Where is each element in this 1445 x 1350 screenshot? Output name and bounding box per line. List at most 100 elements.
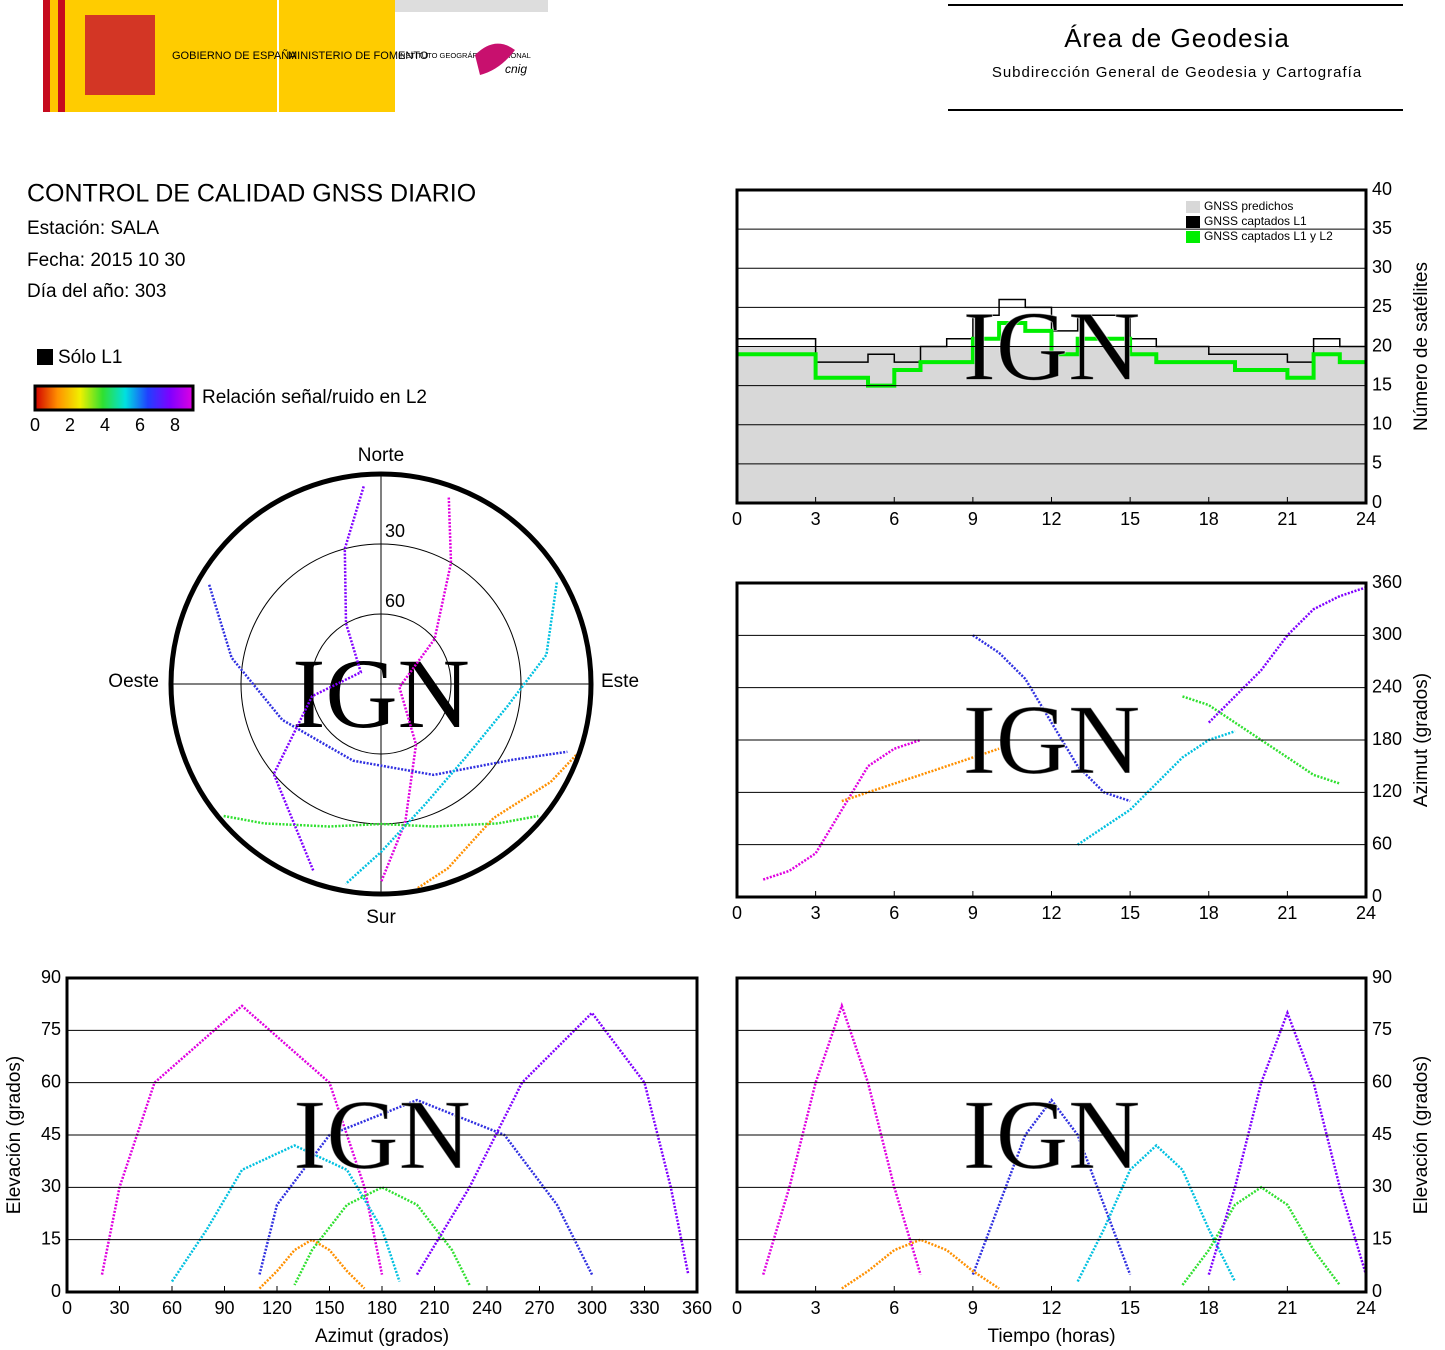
y-axis-label: Azimut (grados): [1411, 673, 1432, 807]
x-tick-label: 3: [811, 509, 821, 529]
watermark: IGN: [293, 1079, 471, 1190]
only-l1-swatch: [37, 349, 53, 365]
y-tick-label: 360: [1372, 572, 1402, 592]
y-tick-label: 0: [1372, 492, 1382, 512]
track: [293, 1185, 471, 1286]
x-tick-label: 30: [109, 1298, 129, 1318]
track: [258, 1098, 594, 1276]
y-tick-label: 90: [1372, 967, 1392, 987]
report-title: CONTROL DE CALIDAD GNSS DIARIO: [27, 180, 476, 208]
sky-track: [344, 582, 559, 885]
horizon: [168, 471, 594, 897]
elevation-label: 60: [385, 591, 405, 611]
plot-frame: [65, 976, 699, 1294]
station: Estación: SALA: [27, 218, 159, 239]
colorbar-tick: 0: [30, 415, 40, 435]
y-tick-label: 10: [1372, 414, 1392, 434]
x-tick-label: 3: [811, 903, 821, 923]
y-axis-label: Número de satélites: [1411, 262, 1432, 431]
y-axis-label: Elevación (grados): [4, 1056, 25, 1214]
step-line: [737, 321, 1366, 388]
x-tick-label: 12: [1041, 903, 1061, 923]
y-tick-label: 60: [1372, 1071, 1392, 1091]
x-tick-label: 120: [262, 1298, 292, 1318]
legend-label: GNSS captados L1: [1204, 214, 1307, 228]
x-tick-label: 21: [1277, 509, 1297, 529]
elevation-ring: [310, 613, 452, 755]
area-subtitle: Subdirección General de Geodesia y Carto…: [992, 64, 1362, 81]
colorbar-label: Relación señal/ruido en L2: [202, 387, 427, 408]
y-tick-label: 0: [51, 1281, 61, 1301]
y-tick-label: 15: [1372, 374, 1392, 394]
y-tick-label: 35: [1372, 218, 1392, 238]
x-tick-label: 24: [1356, 1298, 1376, 1318]
y-tick-label: 120: [1372, 781, 1402, 801]
x-tick-label: 180: [367, 1298, 397, 1318]
x-tick-label: 3: [811, 1298, 821, 1318]
y-tick-label: 45: [41, 1124, 61, 1144]
watermark: IGN: [963, 1079, 1141, 1190]
direction-label: Oeste: [108, 671, 159, 692]
y-axis-label: Elevación (grados): [1411, 1056, 1432, 1214]
track: [971, 1098, 1132, 1276]
y-tick-label: 25: [1372, 296, 1392, 316]
x-tick-label: 360: [682, 1298, 712, 1318]
y-tick-label: 15: [1372, 1228, 1392, 1248]
x-tick-label: 150: [314, 1298, 344, 1318]
step-line: [737, 298, 1366, 363]
y-tick-label: 5: [1372, 453, 1382, 473]
colorbar: [33, 384, 195, 412]
y-tick-label: 30: [1372, 1176, 1392, 1196]
sky-track: [208, 584, 568, 777]
y-tick-label: 15: [41, 1228, 61, 1248]
flag-yellow: [50, 0, 58, 112]
x-tick-label: 18: [1199, 903, 1219, 923]
y-tick-label: 45: [1372, 1124, 1392, 1144]
x-tick-label: 6: [889, 1298, 899, 1318]
direction-label: Norte: [358, 445, 404, 466]
y-tick-label: 0: [1372, 1281, 1382, 1301]
legend-label: GNSS captados L1 y L2: [1204, 229, 1333, 243]
x-tick-label: 12: [1041, 509, 1061, 529]
plot-frame: [735, 976, 1368, 1294]
y-tick-label: 60: [41, 1071, 61, 1091]
legend-swatch: [1186, 216, 1200, 228]
track: [1076, 1143, 1237, 1283]
sky-track: [223, 814, 539, 828]
x-tick-label: 9: [968, 509, 978, 529]
x-tick-label: 6: [889, 509, 899, 529]
elevation-label: 30: [385, 521, 405, 541]
x-tick-label: 330: [629, 1298, 659, 1318]
y-tick-label: 30: [1372, 257, 1392, 277]
sky-track: [416, 754, 578, 890]
x-tick-label: 24: [1356, 903, 1376, 923]
track: [762, 738, 921, 881]
x-tick-label: 0: [62, 1298, 72, 1318]
y-tick-label: 90: [41, 967, 61, 987]
x-tick-label: 18: [1199, 509, 1219, 529]
x-tick-label: 21: [1277, 903, 1297, 923]
x-tick-label: 9: [968, 1298, 978, 1318]
x-tick-label: 21: [1277, 1298, 1297, 1318]
direction-label: Este: [601, 671, 639, 692]
y-tick-label: 30: [41, 1176, 61, 1196]
x-tick-label: 0: [732, 509, 742, 529]
x-tick-label: 240: [472, 1298, 502, 1318]
x-tick-label: 60: [162, 1298, 182, 1318]
y-tick-label: 240: [1372, 676, 1402, 696]
cnig-logo: [475, 43, 515, 75]
colorbar-tick: 8: [170, 415, 180, 435]
x-tick-label: 24: [1356, 509, 1376, 529]
colorbar-tick: 6: [135, 415, 145, 435]
x-tick-label: 300: [577, 1298, 607, 1318]
colorbar-tick: 4: [100, 415, 110, 435]
cnig-text: cnig: [505, 62, 527, 76]
plot-frame: [735, 188, 1368, 505]
direction-label: Sur: [366, 907, 396, 928]
track: [841, 1238, 1000, 1290]
y-tick-label: 180: [1372, 729, 1402, 749]
y-tick-label: 75: [1372, 1019, 1392, 1039]
legend-label: GNSS predichos: [1204, 199, 1293, 213]
